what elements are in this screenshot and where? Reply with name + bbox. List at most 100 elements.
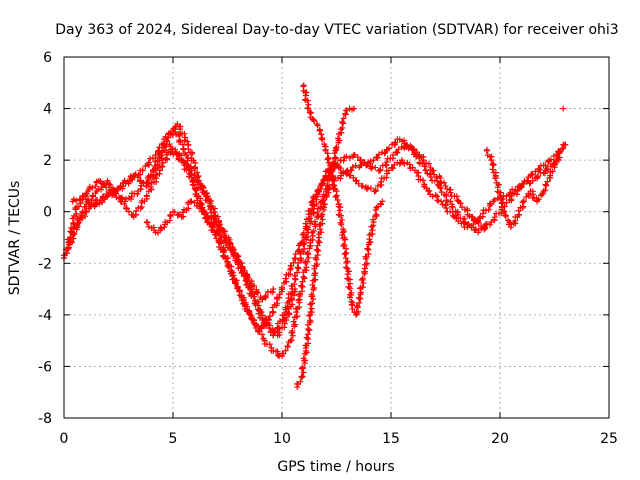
data-point-interp [501, 203, 508, 210]
data-point-interp [169, 145, 176, 152]
data-point-interp [324, 150, 331, 157]
data-point-interp [158, 152, 165, 159]
data-point-interp [238, 259, 245, 266]
data-point-interp [469, 213, 476, 220]
data-point-interp [297, 378, 304, 385]
data-point-interp [298, 365, 305, 372]
data-point-interp [306, 215, 313, 222]
data-point [364, 162, 371, 169]
data-point-interp [305, 224, 312, 231]
data-point-interp [437, 185, 444, 192]
data-point-interp [340, 120, 347, 127]
data-point-interp [300, 355, 307, 362]
data-point-interp [167, 212, 174, 219]
data-point-interp [67, 228, 74, 235]
data-point-interp [190, 181, 197, 188]
data-point-interp [340, 115, 347, 122]
data-point-interp [349, 305, 356, 312]
data-point-interp [137, 205, 144, 212]
data-point-interp [334, 197, 341, 204]
data-point-interp [475, 219, 482, 226]
data-point-interp [145, 159, 152, 166]
data-point-interp [300, 248, 307, 255]
data-point-interp [361, 268, 368, 275]
data-point-interp [213, 235, 220, 242]
data-point-interp [338, 221, 345, 228]
gridlines [64, 57, 609, 418]
data-point-interp [314, 209, 321, 216]
data-point-interp [347, 172, 354, 179]
data-point-interp [306, 326, 313, 333]
data-point-interp [479, 210, 486, 217]
data-point-interp [140, 180, 147, 187]
data-point-interp [334, 135, 341, 142]
data-point-interp [495, 181, 502, 188]
data-point-interp [332, 145, 339, 152]
data-point-interp [229, 246, 236, 253]
data-point-interp [502, 212, 509, 219]
data-point [390, 151, 397, 158]
data-point-interp [346, 294, 353, 301]
data-point-interp [274, 300, 281, 307]
data-point-interp [304, 258, 311, 265]
data-point-interp [280, 350, 287, 357]
data-point-interp [345, 283, 352, 290]
data-point-interp [481, 222, 488, 229]
data-point [270, 286, 277, 293]
data-point-interp [304, 97, 311, 104]
data-point-interp [497, 194, 504, 201]
data-point-interp [492, 175, 499, 182]
data-point-interp [316, 221, 323, 228]
data-point-interp [208, 214, 215, 221]
data-point-interp [148, 184, 155, 191]
data-point-interp [511, 190, 518, 197]
data-point-interp [214, 213, 221, 220]
data-point-interp [355, 180, 362, 187]
data-point-interp [101, 181, 108, 188]
data-point [340, 229, 347, 236]
data-point-interp [294, 264, 301, 271]
x-tick-labels: 0 5 10 15 20 25 [60, 431, 618, 447]
data-point-interp [203, 190, 210, 197]
data-point-interp [292, 272, 299, 279]
data-point [255, 327, 262, 334]
data-point-interp [275, 294, 282, 301]
data-point-interp [327, 168, 334, 175]
data-point-interp [353, 177, 360, 184]
y-tick-label: 4 [43, 102, 52, 118]
data-point [553, 157, 560, 164]
data-point-interp [342, 236, 349, 243]
x-tick-label: 25 [600, 431, 618, 447]
data-point-interp [189, 150, 196, 157]
data-point-interp [310, 227, 317, 234]
data-point-interp [219, 227, 226, 234]
data-point-interp [279, 284, 286, 291]
data-point-interp [266, 322, 273, 329]
data-point-interp [171, 209, 178, 216]
data-point-interp [535, 173, 542, 180]
data-point-interp [312, 194, 319, 201]
data-point-interp [259, 331, 266, 338]
data-point-interp [295, 260, 302, 267]
data-point-interp [259, 312, 266, 319]
data-point-interp [320, 197, 327, 204]
data-point-interp [341, 251, 348, 258]
data-point-interp [282, 347, 289, 354]
data-point-interp [303, 264, 310, 271]
data-point-interp [314, 242, 321, 249]
data-point-interp [337, 165, 344, 172]
data-point-interp [288, 337, 295, 344]
data-point-interp [423, 160, 430, 167]
data-point [104, 177, 111, 184]
data-point-interp [195, 181, 202, 188]
data-point-interp [114, 187, 121, 194]
data-point-interp [324, 156, 331, 163]
data-point-interp [344, 258, 351, 265]
data-point-interp [92, 183, 99, 190]
data-point-interp [145, 223, 152, 230]
data-point-interp [363, 260, 370, 267]
data-point-interp [188, 198, 195, 205]
data-point-interp [283, 278, 290, 285]
data-point [259, 296, 266, 303]
